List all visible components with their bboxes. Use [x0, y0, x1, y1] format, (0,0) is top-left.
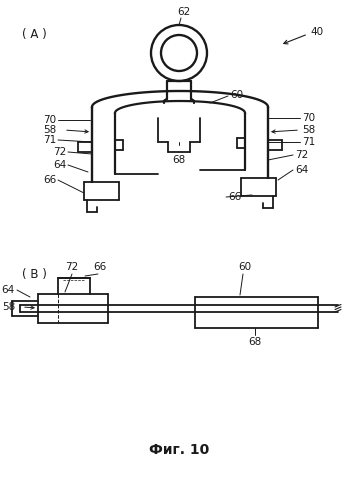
Text: 58: 58	[302, 125, 315, 135]
Text: 60: 60	[238, 262, 252, 272]
Text: 66: 66	[93, 262, 107, 272]
Text: 71: 71	[302, 137, 315, 147]
Text: 58: 58	[43, 125, 56, 135]
Text: 58: 58	[2, 302, 15, 312]
Text: 72: 72	[295, 150, 308, 160]
Text: 40: 40	[310, 27, 323, 37]
Text: Фиг. 10: Фиг. 10	[149, 443, 209, 457]
Text: 64: 64	[53, 160, 66, 170]
Text: 68: 68	[248, 337, 262, 347]
Text: 70: 70	[43, 115, 56, 125]
Text: 71: 71	[43, 135, 56, 145]
Text: 64: 64	[295, 165, 308, 175]
Text: 64: 64	[2, 285, 15, 295]
Text: ( В ): ( В )	[22, 268, 47, 281]
Text: 68: 68	[172, 155, 186, 165]
Text: 60: 60	[230, 90, 243, 100]
Text: 62: 62	[177, 7, 190, 17]
Text: 72: 72	[66, 262, 79, 272]
Text: ( А ): ( А )	[22, 28, 47, 41]
Text: 72: 72	[53, 147, 66, 157]
Text: 66: 66	[228, 192, 241, 202]
Text: 70: 70	[302, 113, 315, 123]
Text: 66: 66	[43, 175, 56, 185]
